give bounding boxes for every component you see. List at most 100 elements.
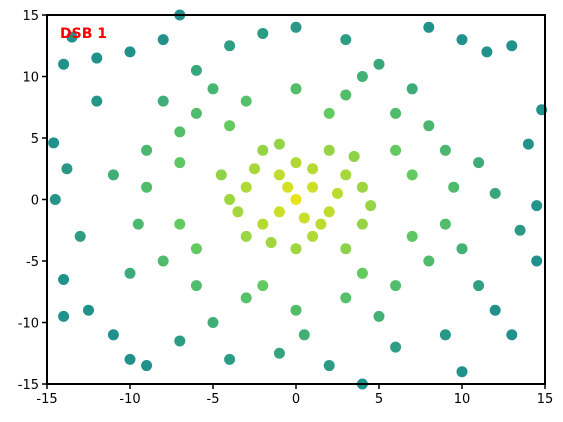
point	[406, 83, 418, 95]
point	[356, 267, 368, 279]
point	[132, 218, 144, 230]
point	[307, 181, 319, 193]
point	[489, 304, 501, 316]
point	[481, 46, 493, 58]
point	[348, 150, 360, 162]
point	[423, 120, 435, 132]
point	[83, 304, 94, 316]
point	[58, 273, 70, 285]
point	[240, 181, 252, 193]
point	[273, 138, 285, 150]
point	[340, 89, 352, 101]
point	[282, 181, 294, 193]
x-tick-label: 10	[454, 392, 471, 407]
point	[290, 304, 302, 316]
point	[257, 218, 269, 230]
point	[157, 95, 169, 107]
point	[257, 280, 269, 292]
point	[340, 243, 352, 255]
point	[190, 280, 202, 292]
x-tick-label: -15	[36, 392, 57, 407]
annotation: DSB 1	[60, 26, 107, 42]
point	[190, 64, 202, 76]
point	[215, 169, 227, 181]
point	[390, 341, 402, 353]
point	[522, 138, 534, 150]
point	[473, 280, 485, 292]
point	[406, 169, 418, 181]
point	[514, 224, 526, 236]
point	[290, 157, 302, 169]
point	[340, 34, 352, 46]
point	[356, 218, 368, 230]
point	[124, 267, 136, 279]
point	[141, 181, 153, 193]
x-tick-label: 15	[537, 392, 554, 407]
point	[273, 347, 285, 359]
point	[207, 83, 219, 95]
point	[323, 144, 335, 156]
point	[257, 27, 269, 39]
point	[157, 34, 169, 46]
point	[340, 169, 352, 181]
point	[390, 280, 402, 292]
point	[323, 360, 335, 372]
point	[340, 292, 352, 304]
point	[190, 243, 202, 255]
y-tick-label: -5	[26, 255, 39, 270]
x-tick-label: -10	[119, 392, 140, 407]
point	[224, 120, 236, 132]
y-tick-label: -10	[18, 317, 39, 332]
point	[489, 187, 501, 199]
point	[91, 52, 103, 64]
point	[323, 107, 335, 119]
point	[257, 144, 269, 156]
point	[373, 58, 385, 70]
point	[439, 218, 451, 230]
point	[240, 95, 252, 107]
point	[249, 163, 260, 175]
plot-frame	[46, 14, 546, 385]
point	[365, 200, 377, 212]
point	[390, 107, 402, 119]
point	[307, 230, 319, 242]
point	[66, 31, 78, 43]
point	[456, 366, 468, 378]
point	[531, 255, 543, 267]
point	[323, 206, 335, 218]
point	[506, 329, 518, 341]
point	[224, 353, 236, 365]
point	[390, 144, 402, 156]
point	[224, 40, 236, 52]
point	[315, 218, 327, 230]
point	[124, 353, 136, 365]
point	[190, 107, 202, 119]
y-tick-label: 15	[22, 9, 39, 24]
point	[141, 360, 153, 372]
point	[290, 194, 302, 205]
point	[406, 230, 418, 242]
point	[506, 40, 518, 52]
point	[61, 163, 73, 175]
point	[456, 243, 468, 255]
point	[290, 83, 302, 95]
point	[531, 200, 543, 212]
point	[298, 329, 310, 341]
y-tick-label: 5	[31, 132, 39, 147]
point	[174, 126, 186, 138]
point	[373, 310, 385, 322]
point	[448, 181, 460, 193]
point	[74, 230, 86, 242]
point	[91, 95, 103, 107]
point	[124, 46, 136, 58]
point	[141, 144, 153, 156]
point	[58, 310, 70, 322]
x-tick-label: 5	[375, 392, 383, 407]
point	[232, 206, 244, 218]
point	[265, 237, 277, 249]
y-tick-label: 10	[22, 71, 39, 86]
x-tick-label: 0	[292, 392, 300, 407]
point	[240, 292, 252, 304]
point	[174, 218, 186, 230]
